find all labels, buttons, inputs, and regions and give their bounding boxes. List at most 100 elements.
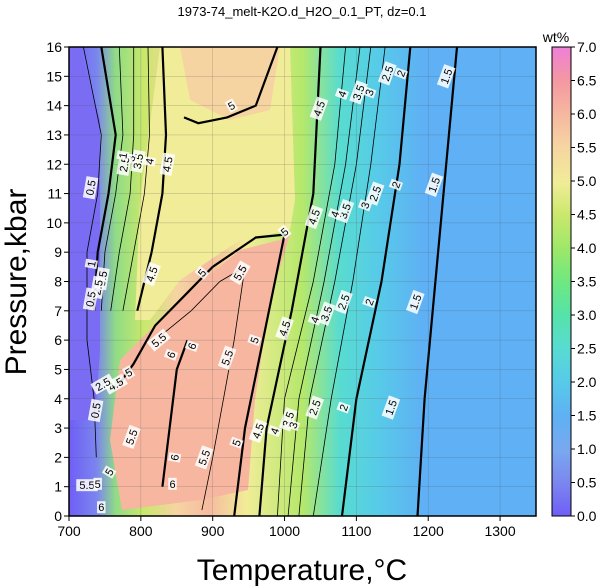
contour-label-bg [436, 64, 456, 89]
contour-label-bg [76, 479, 98, 492]
contour-label-bg [142, 156, 157, 167]
contour-label: 3.5 [319, 305, 336, 323]
contour-label-group: 5 [224, 98, 239, 113]
colorbar-tick-label: 7.0 [577, 39, 597, 55]
y-tick-label: 1 [54, 479, 62, 495]
contour-label-group: 2.5 [377, 61, 397, 86]
contour-label: 2.5 [368, 185, 385, 203]
contour-label-bg [116, 150, 130, 161]
contour-label-bg [405, 289, 425, 315]
colorbar-tick-label: 0.0 [577, 508, 597, 524]
contour-label-group: 1 [84, 258, 99, 270]
contour-label-bg [146, 328, 171, 352]
contour-label-group: 4 [307, 313, 322, 326]
colorbar-tick-label: 5.0 [577, 173, 597, 189]
y-tick-label: 2 [54, 449, 62, 465]
contour-label: 6 [169, 454, 182, 462]
contour-label: 2.5 [307, 399, 324, 417]
contour-label-bg [224, 98, 239, 113]
contour-label: 6 [98, 502, 104, 514]
contour-label: 5.5 [124, 428, 141, 446]
contour-label: 1.5 [408, 293, 425, 311]
y-tick-label: 11 [47, 186, 62, 202]
contour-label: 2 [364, 297, 377, 307]
colorbar-tick-label: 3.0 [577, 307, 597, 323]
colorbar-tick-label: 0.5 [577, 475, 597, 491]
contour-label: 1 [117, 152, 130, 160]
contour-label-bg [357, 199, 373, 212]
contour-label: 4 [144, 157, 157, 165]
contour-label-group: 0.5 [87, 398, 104, 423]
contour-label: 4.5 [144, 265, 161, 283]
contour-label-group: 1.5 [405, 289, 425, 315]
contour-label: 1.5 [439, 67, 456, 85]
y-axis-title: Pressure,kbar [0, 189, 33, 376]
contour-label-group: 3 [286, 419, 301, 432]
contour-label: 1.5 [384, 399, 401, 417]
contour-label-bg [365, 181, 385, 206]
contour-line-5 [183, 47, 279, 125]
contour-label-bg [334, 87, 350, 100]
y-tick-label: 7 [54, 303, 62, 319]
contour-label: 2.5 [380, 65, 397, 83]
contour-label-group: 6 [97, 501, 106, 514]
contour-label-bg [286, 419, 301, 432]
contour-label-bg [316, 301, 336, 326]
contour-label-group: 6 [184, 339, 200, 353]
y-tick-label: 8 [54, 274, 62, 290]
colorbar-tick-label: 1.0 [577, 441, 597, 457]
contour-label-bg [194, 265, 210, 280]
contour-label: 4.5 [307, 208, 324, 226]
contour-label-bg [101, 465, 117, 479]
contour-label: 5.5 [220, 349, 237, 367]
contour-label: 4.5 [312, 100, 329, 118]
x-tick-label: 1200 [413, 523, 444, 539]
contour-label-bg [194, 445, 214, 470]
contour-label: 5 [249, 336, 262, 346]
contour-label-group: 1.5 [424, 172, 444, 197]
colorbar-tick-label: 4.0 [577, 240, 597, 256]
contour-label-bg [87, 398, 104, 423]
contour-label-group: 4.5 [159, 152, 176, 176]
contour-label-bg [275, 316, 294, 341]
contour-label-group: 2.5 [365, 181, 385, 206]
contour-label-group: 1 [116, 150, 130, 161]
x-axis-ticks: 700 800 900 1000 1100 1200 1300 [57, 516, 516, 539]
contour-label-group: 5.5 [194, 445, 214, 470]
contour-label-group: 5.5 [217, 345, 237, 370]
contour-label-bg [335, 198, 355, 224]
colorbar-tick-label: 2.0 [577, 374, 597, 390]
contour-labels: 1.522.533.544.554.543.532.510.5 1.522.533… [76, 61, 456, 514]
contour-label: 0.5 [84, 179, 98, 196]
x-tick-label: 800 [129, 523, 153, 539]
contour-line-5.5 [162, 266, 246, 511]
contour-label-bg [393, 67, 408, 80]
contour-label: 5 [103, 467, 116, 478]
contour-label-group: 4 [142, 156, 157, 167]
contour-label-bg [304, 204, 324, 230]
contour-label: 3 [125, 155, 138, 163]
grid-lines [69, 47, 536, 516]
contour-label: 2 [338, 403, 351, 413]
contour-label-bg [217, 345, 237, 370]
contour-label-group: 2 [336, 401, 351, 414]
contour-label-group: 4.5 [309, 96, 329, 121]
contour-label-group: 5 [121, 365, 136, 380]
contour-label: 5.5 [197, 449, 214, 467]
contour-label: 4 [269, 426, 282, 436]
contour-label: 4.5 [161, 156, 175, 173]
contour-label-bg [103, 373, 129, 395]
field-peach-region [180, 47, 280, 120]
contour-label-group: 4 [267, 424, 282, 438]
contour-label-bg [184, 339, 199, 353]
contour-label-bg [381, 395, 401, 420]
contour-label-group: 5 [247, 334, 262, 347]
contour-label-group: 4 [334, 87, 350, 100]
contour-label-group: 5 [93, 477, 102, 491]
contour-label-group: 3.5 [335, 198, 355, 224]
contour-label: 5 [123, 367, 134, 380]
contour-label: 5 [231, 438, 244, 448]
x-tick-label: 900 [201, 523, 225, 539]
colorbar-title: wt% [542, 29, 569, 45]
